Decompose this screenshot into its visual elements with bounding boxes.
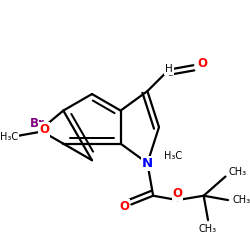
Text: H₃C: H₃C: [164, 151, 182, 161]
Text: H: H: [165, 64, 173, 74]
Text: CH₃: CH₃: [228, 167, 247, 177]
Text: CH₃: CH₃: [199, 224, 217, 234]
Text: H₃C: H₃C: [0, 132, 18, 142]
Text: N: N: [142, 157, 153, 170]
Text: O: O: [39, 123, 49, 136]
Text: O: O: [172, 186, 182, 200]
Text: O: O: [120, 200, 130, 213]
Text: Br: Br: [30, 117, 45, 130]
Text: O: O: [197, 57, 207, 70]
Text: CH₃: CH₃: [232, 195, 250, 205]
